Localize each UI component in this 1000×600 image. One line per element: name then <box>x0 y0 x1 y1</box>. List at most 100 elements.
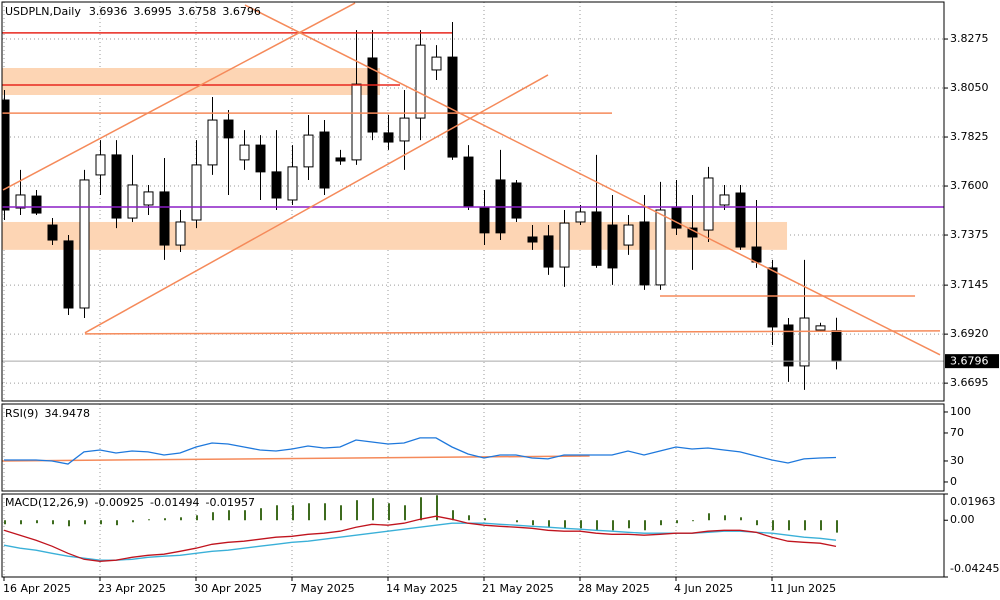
candle-body <box>703 177 714 231</box>
candle-body <box>655 209 666 286</box>
y-tick-label: 0.01963 <box>950 495 996 508</box>
macd-signal-last: -0.01494 <box>150 496 199 509</box>
candle-body <box>31 195 42 214</box>
histogram-bar <box>100 520 102 525</box>
histogram-bar <box>772 520 774 531</box>
histogram-bar <box>324 503 326 521</box>
candle-body <box>735 192 746 248</box>
histogram-bar <box>740 517 742 521</box>
candle-body <box>639 221 650 286</box>
rsi-line <box>4 437 837 465</box>
price-header: USDPLN,Daily 3.6936 3.6995 3.6758 3.6796 <box>5 5 261 18</box>
candle-body <box>239 144 250 161</box>
histogram-bar <box>36 520 38 524</box>
drawn-line <box>84 330 941 335</box>
candle-body <box>527 236 538 243</box>
histogram-bar <box>52 520 54 525</box>
histogram-bar <box>388 503 390 521</box>
last-low: 3.6758 <box>178 5 217 18</box>
histogram-bar <box>68 520 70 527</box>
last-high: 3.6995 <box>133 5 172 18</box>
last-price-label: 3.6796 <box>950 355 989 368</box>
histogram-bar <box>4 520 6 525</box>
candle-body <box>175 221 186 246</box>
drawn-line <box>2 2 356 191</box>
candle-body <box>271 171 282 199</box>
candle-body <box>15 194 26 209</box>
macd-main-last: -0.01957 <box>205 496 254 509</box>
rsi-title: RSI(9) <box>5 407 38 420</box>
histogram-bar <box>644 520 646 531</box>
y-tick-label: 0.00 <box>950 513 975 526</box>
last-close: 3.6796 <box>222 5 261 18</box>
histogram-bar <box>148 519 150 521</box>
histogram-bar <box>468 515 470 521</box>
candle-body <box>79 179 90 309</box>
candle-body <box>47 224 58 241</box>
x-tick-label: 21 May 2025 <box>482 582 554 595</box>
histogram-bar <box>660 520 662 526</box>
histogram-bar <box>820 520 822 531</box>
histogram-bar <box>836 520 838 533</box>
x-tick-label: 4 Jun 2025 <box>674 582 733 595</box>
candle-body <box>95 154 106 176</box>
y-tick-label: -0.04245 <box>950 562 999 575</box>
y-tick-label: 3.8275 <box>950 32 989 45</box>
y-tick-label: 30 <box>950 454 964 467</box>
candle-body <box>143 191 154 206</box>
candle-body <box>383 132 394 143</box>
macd-panel <box>3 495 838 562</box>
candle-body <box>575 211 586 223</box>
price-frame <box>1 1 945 402</box>
x-tick-label: 23 Apr 2025 <box>98 582 166 595</box>
rsi-last: 34.9478 <box>44 407 90 420</box>
zone <box>2 221 788 250</box>
y-tick-label: 3.6920 <box>950 327 989 340</box>
candle-body <box>287 166 298 201</box>
histogram-bar <box>276 505 278 521</box>
candle-body <box>127 184 138 219</box>
y-tick-label: 3.7600 <box>950 179 989 192</box>
candle-body <box>351 83 362 161</box>
histogram-bar <box>404 505 406 521</box>
histogram-bar <box>420 497 422 521</box>
candle-body <box>783 324 794 367</box>
histogram-bar <box>724 515 726 521</box>
rsi-frame <box>1 403 945 492</box>
histogram-bar <box>516 520 518 523</box>
y-tick-label: 70 <box>950 426 964 439</box>
last-price-box <box>945 354 999 369</box>
histogram-bar <box>708 513 710 521</box>
histogram-bar <box>356 500 358 521</box>
histogram-bar <box>580 520 582 529</box>
candle-body <box>255 144 266 173</box>
histogram-bar <box>788 520 790 531</box>
macd-line <box>3 515 837 562</box>
x-tick-label: 16 Apr 2025 <box>3 582 71 595</box>
histogram-bar <box>260 508 262 521</box>
y-tick-label: 0 <box>950 475 957 488</box>
candle-body <box>431 56 442 71</box>
candle-body <box>831 330 842 362</box>
y-tick-label: 3.8050 <box>950 81 989 94</box>
candle-body <box>415 44 426 119</box>
histogram-bar <box>452 510 454 521</box>
price-panel <box>2 2 944 390</box>
histogram-bar <box>564 520 566 529</box>
histogram-bar <box>308 503 310 521</box>
histogram-bar <box>436 495 438 521</box>
histogram-bar <box>196 515 198 521</box>
candle-body <box>559 222 570 268</box>
histogram-bar <box>692 520 694 522</box>
candle-body <box>399 117 410 142</box>
histogram-bar <box>132 520 134 523</box>
histogram-bar <box>596 520 598 531</box>
rsi-header: RSI(9) 34.9478 <box>5 407 90 420</box>
candle-body <box>751 246 762 263</box>
histogram-bar <box>116 520 118 526</box>
candle-body <box>719 194 730 206</box>
x-tick-label: 7 May 2025 <box>290 582 355 595</box>
